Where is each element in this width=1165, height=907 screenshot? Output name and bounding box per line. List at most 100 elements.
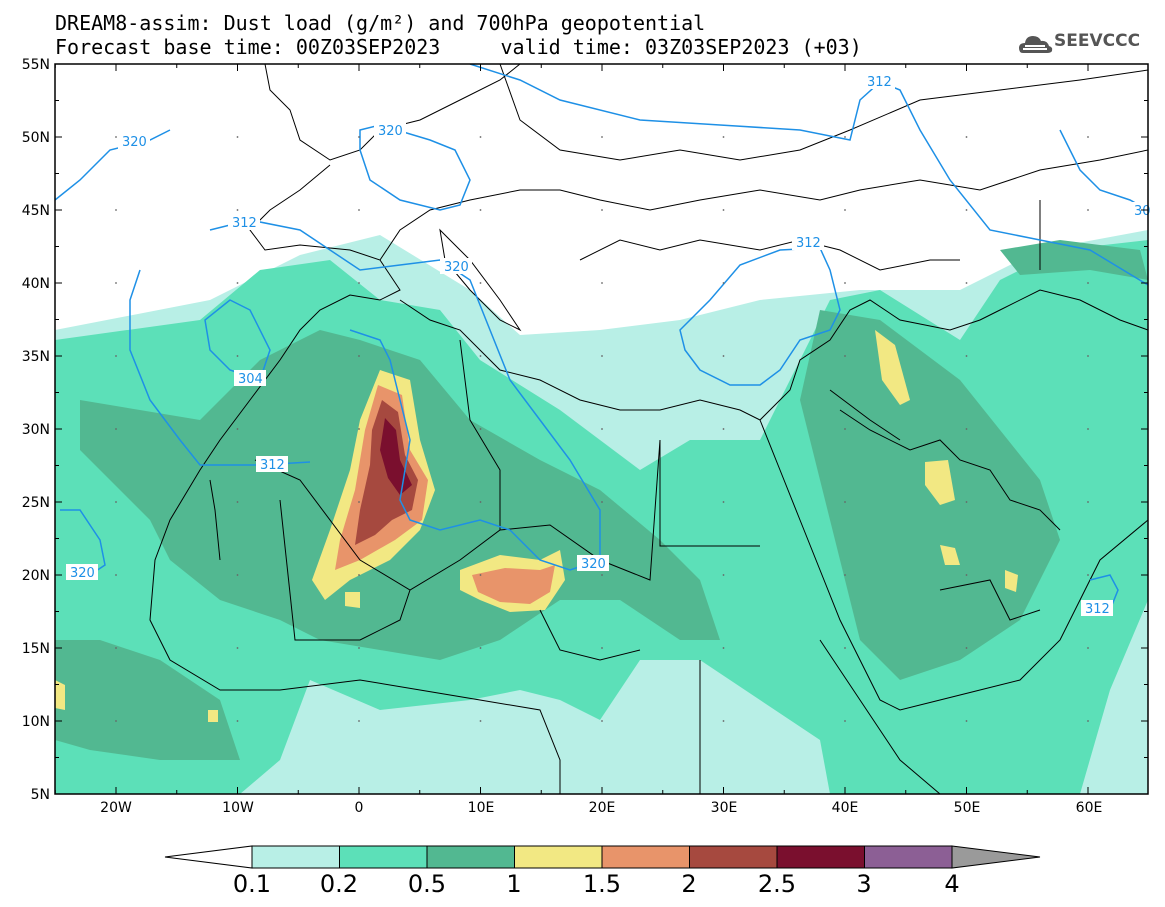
grid-dot [844, 136, 846, 138]
grid-dot [236, 209, 239, 211]
grid-dot [844, 501, 846, 503]
grid-dot [601, 647, 603, 649]
colorbar-label: 0.2 [320, 870, 358, 898]
chart-subtitle: Forecast base time: 00Z03SEP2023 valid t… [55, 35, 862, 59]
longitude-labels: 20W 10W 0 10E 20E 30E 40E 50E 60E [100, 800, 1102, 816]
grid-dot [358, 428, 360, 430]
grid-dot [722, 282, 725, 284]
grid-dot [722, 428, 725, 430]
grid-dot [844, 574, 846, 576]
grid-dot [1087, 355, 1089, 357]
grid-dot [358, 209, 360, 211]
lat-label: 55N [22, 57, 50, 73]
contour-label: 312 [232, 216, 257, 231]
geopotential-contours [55, 64, 1148, 611]
contour-label: 320 [122, 135, 147, 150]
lon-label: 40E [832, 800, 859, 816]
grid-dot [115, 428, 117, 430]
grid-dot [601, 355, 603, 357]
grid-dot [358, 501, 360, 503]
colorbar-swatch [339, 845, 428, 869]
lat-label: 45N [22, 203, 50, 219]
contour-label: 320 [378, 124, 403, 139]
lat-label: 40N [22, 276, 50, 292]
contour-label: 320 [444, 260, 469, 275]
grid-dot [844, 428, 846, 430]
colorbar-swatch [514, 845, 603, 869]
colorbar-label: 1.5 [583, 870, 621, 898]
colorbar-label: 4 [944, 870, 959, 898]
grid-dot [844, 720, 846, 722]
grid-dot [1087, 574, 1089, 576]
lat-label: 30N [22, 422, 50, 438]
colorbar-swatch [601, 845, 690, 869]
grid-dot [115, 282, 117, 284]
chart-title: DREAM8-assim: Dust load (g/m²) and 700hP… [55, 11, 706, 35]
lat-label: 20N [22, 568, 50, 584]
grid-dot [115, 720, 117, 722]
colorbar-low-arrow [164, 845, 253, 869]
grid-dot [965, 647, 968, 649]
grid-dot [965, 209, 968, 211]
grid-dot [479, 428, 482, 430]
grid-dot [965, 355, 968, 357]
lat-label: 50N [22, 130, 50, 146]
grid-dot [722, 574, 725, 576]
colorbar-swatch [251, 845, 340, 869]
grid-dot [844, 355, 846, 357]
grid-dot [722, 209, 725, 211]
grid-dot [358, 136, 360, 138]
grid-dot [1087, 282, 1089, 284]
colorbar-swatch [776, 845, 865, 869]
grid-dot [358, 355, 360, 357]
lon-label: 10E [468, 800, 495, 816]
colorbar-swatch [689, 845, 778, 869]
grid-dot [965, 428, 968, 430]
grid-dot [844, 282, 846, 284]
grid-dot [115, 136, 117, 138]
grid-dot [236, 355, 239, 357]
axis-ticks [54, 63, 1148, 795]
contour-label: 30 [1134, 204, 1151, 219]
grid-dot [965, 574, 968, 576]
grid-dot [236, 428, 239, 430]
contour-label: 312 [796, 236, 821, 251]
grid-dot [236, 136, 239, 138]
contour-label: 312 [1085, 602, 1110, 617]
contour-label: 320 [70, 566, 95, 581]
latitude-labels: 55N 50N 45N 40N 35N 30N 25N 20N 15N 10N … [22, 57, 50, 803]
grid-dots [115, 136, 1089, 722]
grid-dot [479, 355, 482, 357]
grid-dot [479, 720, 482, 722]
colorbar-label: 3 [856, 870, 871, 898]
grid-dot [965, 282, 968, 284]
lat-label: 15N [22, 641, 50, 657]
grid-dot [1087, 501, 1089, 503]
grid-dot [1087, 428, 1089, 430]
grid-dot [115, 647, 117, 649]
grid-dot [1087, 136, 1089, 138]
colorbar: 0.1 0.2 0.5 1 1.5 2 2.5 3 4 [164, 845, 1041, 898]
cloud-icon [1019, 36, 1053, 53]
grid-dot [479, 574, 482, 576]
lon-label: 10W [222, 800, 254, 816]
grid-dot [1087, 720, 1089, 722]
grid-dot [1087, 209, 1089, 211]
grid-dot [115, 209, 117, 211]
lon-label: 50E [954, 800, 981, 816]
lat-label: 10N [22, 714, 50, 730]
lat-label: 5N [31, 787, 50, 803]
grid-dot [601, 209, 603, 211]
grid-dot [236, 647, 239, 649]
grid-dot [965, 501, 968, 503]
grid-dot [115, 355, 117, 357]
lat-label: 25N [22, 495, 50, 511]
grid-dot [236, 720, 239, 722]
lon-label: 20E [589, 800, 616, 816]
coastlines [149, 64, 1148, 794]
colorbar-high-arrow [951, 845, 1041, 869]
grid-dot [965, 136, 968, 138]
colorbar-label: 0.5 [408, 870, 446, 898]
grid-dot [722, 720, 725, 722]
lon-label: 0 [355, 800, 364, 816]
